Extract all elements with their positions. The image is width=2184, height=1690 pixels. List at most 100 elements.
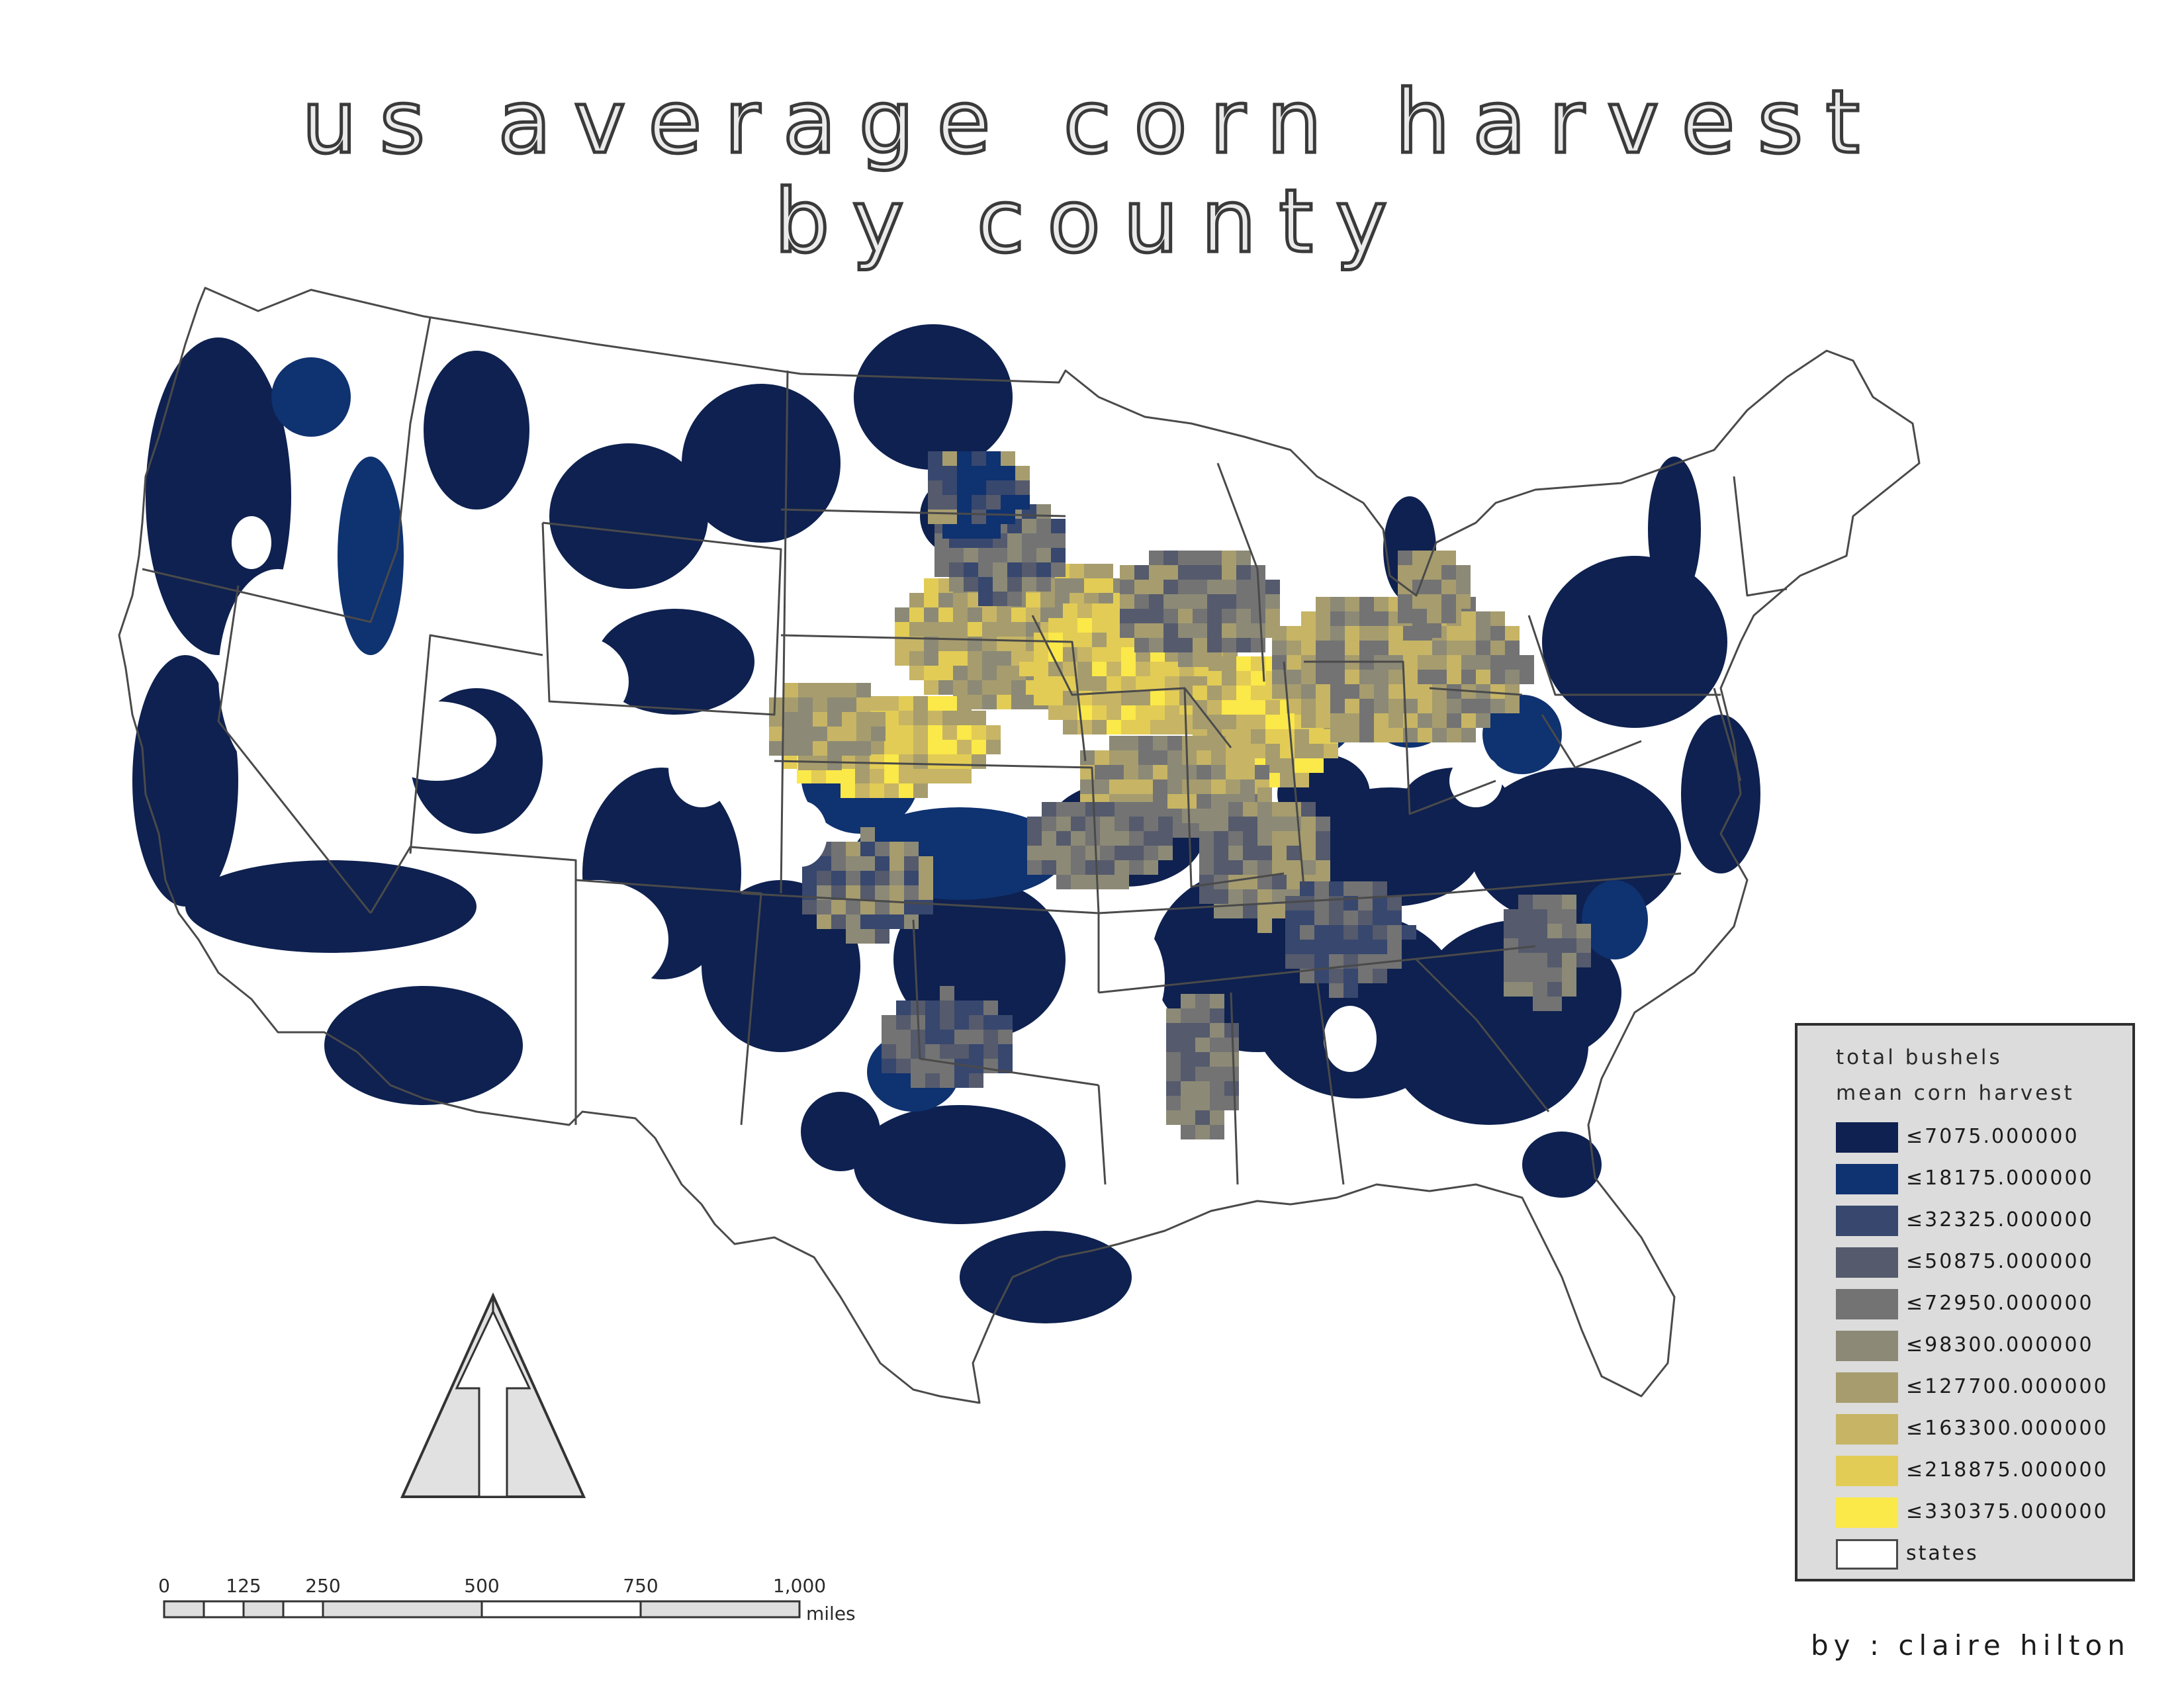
county-cell: [1272, 875, 1287, 889]
county-cell: [1243, 817, 1257, 831]
county-cell: [1100, 846, 1115, 860]
county-cell: [875, 929, 889, 944]
county-cell: [1447, 699, 1461, 713]
county-cell: [1138, 779, 1153, 794]
county-cell: [968, 680, 982, 695]
county-cell: [1136, 676, 1150, 691]
county-cell: [1197, 750, 1211, 765]
county-cell: [1149, 580, 1163, 594]
county-cell: [928, 466, 942, 480]
county-cell: [1042, 860, 1056, 875]
legend-label: states: [1906, 1542, 1979, 1565]
county-cell: [1150, 676, 1165, 691]
county-cell: [1210, 1110, 1224, 1125]
county-cell: [855, 769, 870, 783]
county-cell: [1330, 670, 1345, 684]
state-boundary: [1733, 476, 1788, 597]
county-cell: [1412, 609, 1427, 623]
county-cell: [909, 651, 924, 666]
county-cell: [1576, 938, 1591, 953]
county-cell: [928, 451, 942, 466]
county-cell: [884, 740, 899, 754]
county-cell: [1077, 618, 1092, 633]
county-cell: [1316, 831, 1330, 846]
county-cell: [1042, 846, 1056, 860]
county-cell: [1197, 794, 1211, 809]
county-cell: [1207, 652, 1222, 667]
county-cell: [1447, 713, 1461, 728]
county-cell: [1374, 713, 1388, 728]
county-cell: [860, 856, 875, 871]
county-cell: [969, 1015, 983, 1030]
county-cell: [1121, 720, 1136, 734]
county-cell: [972, 480, 986, 495]
county-cell: [1228, 875, 1243, 889]
county-cell: [1236, 551, 1251, 565]
county-cell: [1330, 684, 1345, 699]
county-cell: [1287, 802, 1301, 817]
county-cell: [871, 712, 886, 727]
county-cell: [831, 842, 846, 856]
county-cell: [1207, 551, 1222, 565]
county-cell: [972, 740, 986, 754]
state-boundary: [1097, 1085, 1107, 1185]
county-cell: [1214, 860, 1228, 875]
county-cell: [1042, 802, 1056, 817]
county-cell: [953, 680, 968, 695]
county-cell: [1193, 686, 1207, 700]
county-cell: [1063, 720, 1077, 734]
county-cell: [1199, 846, 1214, 860]
county-cell: [1251, 609, 1265, 623]
county-cell: [1316, 641, 1330, 655]
county-cell: [1048, 676, 1063, 691]
county-cell: [1287, 846, 1301, 860]
county-cell: [1403, 655, 1418, 670]
county-cell: [1272, 817, 1287, 831]
county-cell: [1272, 802, 1287, 817]
county-cell: [1210, 1125, 1224, 1139]
county-cell: [1195, 1081, 1210, 1096]
county-cell: [882, 1030, 896, 1044]
county-cluster: [271, 357, 351, 437]
county-cell: [940, 1015, 954, 1030]
county-cell: [953, 593, 968, 607]
county-cell: [1222, 551, 1236, 565]
county-cell: [1034, 676, 1048, 691]
county-cell: [1207, 700, 1222, 715]
county-cell: [1301, 699, 1316, 713]
county-cell: [1272, 904, 1287, 918]
county-cell: [938, 680, 953, 695]
county-cell: [1343, 911, 1358, 925]
no-data-area: [523, 880, 668, 999]
county-cell: [1236, 594, 1251, 609]
county-cell: [1316, 817, 1330, 831]
county-cell: [1257, 860, 1272, 875]
county-cell: [896, 1001, 911, 1015]
county-cell: [1236, 700, 1251, 715]
county-cell: [1300, 969, 1314, 983]
county-cell: [1236, 715, 1251, 729]
county-cell: [969, 1073, 983, 1088]
county-cell: [1121, 676, 1136, 691]
county-cell: [1034, 691, 1048, 705]
scale-tick-0: 0: [158, 1575, 170, 1597]
legend-swatch: [1836, 1331, 1898, 1361]
county-cell: [919, 900, 933, 914]
county-cell: [972, 495, 986, 510]
county-cell: [1257, 831, 1272, 846]
county-cell: [1301, 802, 1316, 817]
county-cell: [1211, 765, 1226, 779]
county-cell: [1121, 647, 1136, 662]
county-cell: [1287, 641, 1301, 655]
county-cell: [1547, 967, 1562, 982]
county-cell: [1150, 662, 1165, 676]
state-boundary: [1429, 687, 1523, 696]
county-cell: [1265, 700, 1280, 715]
state-boundary: [541, 521, 782, 716]
county-cell: [1562, 967, 1576, 982]
county-cell: [986, 725, 1001, 740]
county-cell: [1099, 564, 1113, 578]
map-legend: total bushels mean corn harvest ≤7075.00…: [1795, 1023, 2135, 1581]
county-cell: [871, 727, 886, 741]
county-cell: [1166, 1038, 1181, 1052]
